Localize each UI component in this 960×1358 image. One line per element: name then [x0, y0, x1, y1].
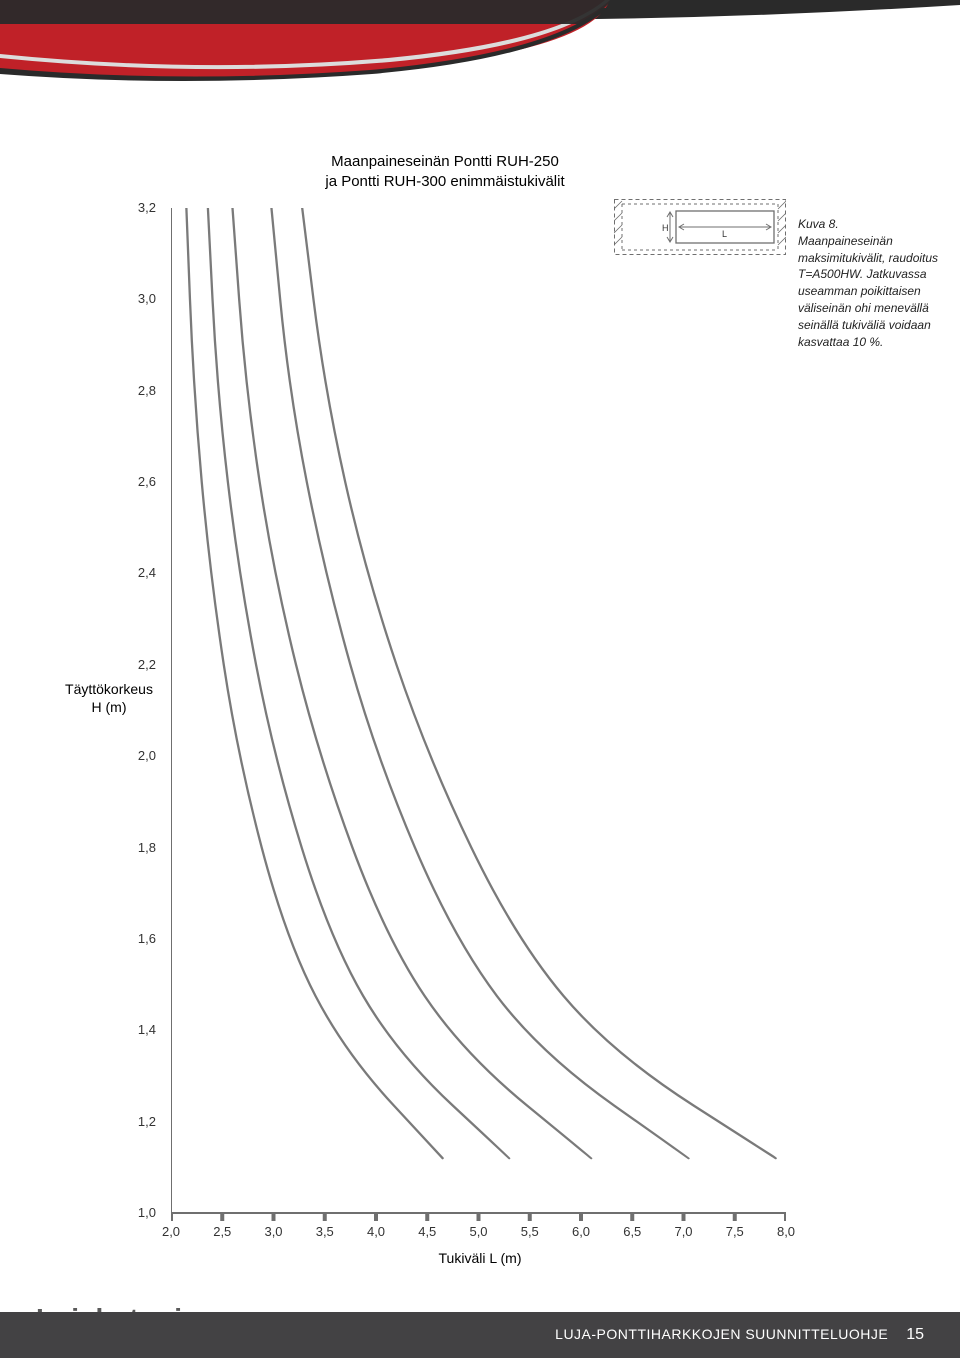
- x-tick-label: 3,5: [316, 1224, 334, 1239]
- figure-caption: Kuva 8. Maanpaineseinän maksimitukivälit…: [798, 216, 943, 350]
- x-tick-label: 5,5: [521, 1224, 539, 1239]
- y-tick-label: 1,6: [138, 931, 156, 946]
- y-tick-label: 3,0: [138, 291, 156, 306]
- caption-heading: Kuva 8.: [798, 217, 839, 231]
- x-tick-label: 8,0: [777, 1224, 795, 1239]
- x-axis-title: Tukiväli L (m): [380, 1250, 580, 1266]
- header-decorative-bar: [0, 0, 960, 90]
- y-tick-label: 1,0: [138, 1205, 156, 1220]
- caption-body: Maanpaineseinän maksimitukivälit, raudoi…: [798, 234, 938, 349]
- x-tick-label: 2,5: [213, 1224, 231, 1239]
- page-number: 15: [906, 1326, 924, 1344]
- x-tick-label: 3,0: [264, 1224, 282, 1239]
- x-tick-label: 4,5: [418, 1224, 436, 1239]
- x-tick-label: 2,0: [162, 1224, 180, 1239]
- x-tick-label: 6,0: [572, 1224, 590, 1239]
- x-tick-label: 4,0: [367, 1224, 385, 1239]
- y-tick-label: 2,4: [138, 565, 156, 580]
- chart-title-line2: ja Pontti RUH-300 enimmäistukivälit: [325, 173, 564, 190]
- footer-doc-title: LUJA-PONTTIHARKKOJEN SUUNNITTELUOHJE: [555, 1326, 888, 1342]
- y-tick-label: 2,0: [138, 748, 156, 763]
- y-tick-label: 2,8: [138, 383, 156, 398]
- y-tick-label: 1,2: [138, 1114, 156, 1129]
- y-tick-label: 1,4: [138, 1022, 156, 1037]
- y-tick-label: 2,2: [138, 657, 156, 672]
- chart-plot-area: 3,23,02,82,62,42,22,01,81,61,41,21,02,02…: [171, 208, 786, 1213]
- y-axis-title: Täyttökorkeus H (m): [59, 680, 159, 716]
- x-tick-label: 5,0: [469, 1224, 487, 1239]
- y-tick-label: 3,2: [138, 200, 156, 215]
- y-tick-label: 2,6: [138, 474, 156, 489]
- y-tick-label: 1,8: [138, 840, 156, 855]
- x-tick-label: 6,5: [623, 1224, 641, 1239]
- chart-title-line1: Maanpaineseinän Pontti RUH-250: [331, 153, 559, 170]
- footer-bar: LUJA-PONTTIHARKKOJEN SUUNNITTELUOHJE 15: [0, 1312, 960, 1358]
- x-tick-label: 7,5: [726, 1224, 744, 1239]
- chart-title: Maanpaineseinän Pontti RUH-250 ja Pontti…: [280, 152, 610, 193]
- x-tick-label: 7,0: [674, 1224, 692, 1239]
